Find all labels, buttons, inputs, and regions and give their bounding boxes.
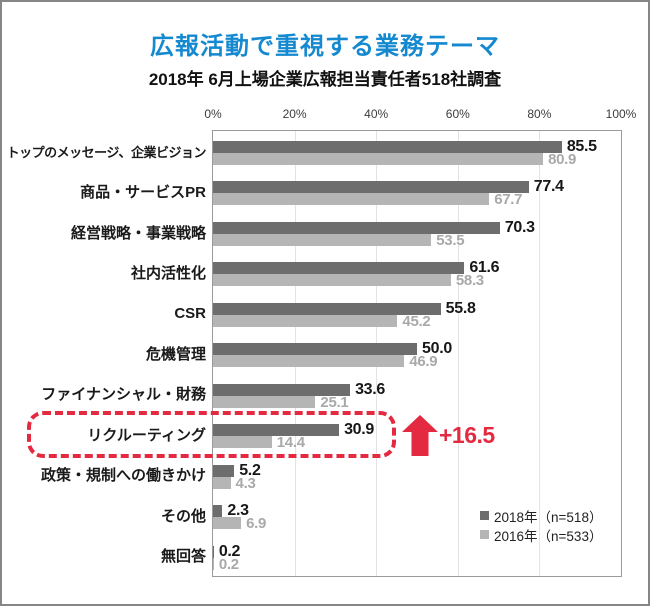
x-axis: 0% 20% 40% 60% 80% 100%	[2, 107, 648, 123]
bar-2016	[213, 436, 272, 449]
category-label: リクルーティング	[87, 426, 206, 444]
value-label-2018: 30.9	[344, 421, 375, 439]
category-label: 危機管理	[145, 345, 206, 363]
x-tick: 20%	[282, 107, 307, 121]
legend-swatch	[480, 530, 489, 539]
value-label-2016: 14.4	[276, 434, 305, 452]
value-label-2016: 25.1	[320, 393, 349, 411]
x-tick: 100%	[605, 107, 637, 121]
bar-2018	[213, 302, 441, 315]
chart-subtitle: 2018年 6月上場企業広報担当責任者518社調査	[148, 70, 502, 89]
bar-2016	[213, 193, 490, 206]
bar-2016	[213, 476, 231, 489]
value-label-2016: 6.9	[246, 515, 267, 533]
value-label-2016: 45.2	[402, 312, 431, 330]
value-label-2018: 2.3	[227, 502, 249, 520]
highlight-box	[27, 411, 396, 458]
bar-2018	[213, 262, 465, 275]
value-label-2018: 55.8	[445, 299, 476, 317]
value-label-2018: 85.5	[566, 138, 597, 155]
bar-2018	[213, 545, 214, 558]
value-label-2018: 33.6	[355, 380, 386, 398]
value-label-2018: 0.2	[218, 542, 241, 560]
bar-2016	[213, 153, 544, 165]
plot-area: 85.5 80.9 77.4 67.7 70.3 53.5 61.6 58.3 55.8 45.2…	[212, 130, 622, 577]
value-label-2016: 53.5	[436, 231, 465, 249]
bar-2018	[213, 505, 223, 518]
value-label-2016: 67.7	[494, 191, 523, 209]
bar-2016	[213, 557, 214, 570]
bar-2016	[213, 395, 316, 408]
value-label-2018: 50.0	[422, 340, 452, 358]
x-tick: 40%	[364, 107, 389, 121]
legend-item: 2016年（n=533）	[480, 525, 602, 544]
value-label-2018: 70.3	[504, 218, 535, 236]
legend-label: 2016年（n=533）	[494, 528, 603, 544]
category-label: 社内活性化	[130, 265, 206, 283]
category-label: 商品・サービスPR	[80, 184, 206, 202]
category-label: 政策・規制への働きかけ	[40, 467, 206, 485]
bar-2016	[213, 274, 451, 287]
chart-title: 広報活動で重視する業務テーマ	[150, 33, 500, 60]
bar-2018	[213, 343, 417, 356]
category-label: 無回答	[160, 548, 206, 566]
gridline	[539, 131, 541, 576]
value-label-2016: 4.3	[235, 474, 256, 492]
value-label-2016: 58.3	[455, 272, 484, 290]
category-label: 経営戦略・事業戦略	[70, 224, 206, 242]
bar-2018	[213, 383, 351, 396]
value-label-2016: 0.2	[218, 555, 239, 573]
category-label: CSR	[174, 304, 206, 322]
bar-2016	[213, 355, 405, 368]
legend: 2018年（n=518） 2016年（n=533）	[480, 506, 602, 544]
value-label-2018: 5.2	[239, 461, 261, 479]
value-label-2016: 46.9	[409, 353, 438, 371]
value-label-2018: 77.4	[533, 178, 564, 196]
delta-label: +16.5	[439, 422, 495, 448]
x-tick: 0%	[204, 107, 222, 121]
gridline	[457, 131, 459, 576]
bar-2016	[213, 314, 398, 327]
bar-2018	[213, 464, 235, 477]
bar-2018	[213, 424, 340, 437]
legend-label: 2018年（n=518）	[494, 509, 603, 525]
x-tick: 60%	[445, 107, 470, 121]
category-label: トップのメッセージ、企業ビジョン	[6, 144, 207, 160]
increase-arrow-icon	[402, 415, 438, 456]
category-label: その他	[160, 507, 206, 525]
x-tick: 80%	[527, 107, 552, 121]
value-label-2016: 80.9	[548, 151, 577, 168]
bar-2016	[213, 233, 432, 246]
value-label-2018: 61.6	[469, 259, 500, 277]
legend-item: 2018年（n=518）	[480, 506, 602, 525]
legend-swatch	[480, 511, 489, 520]
bar-2018	[213, 141, 562, 153]
bar-2018	[213, 221, 500, 234]
bar-2018	[213, 181, 529, 194]
category-label: ファイナンシャル・財務	[41, 386, 206, 404]
bar-2016	[213, 517, 242, 530]
